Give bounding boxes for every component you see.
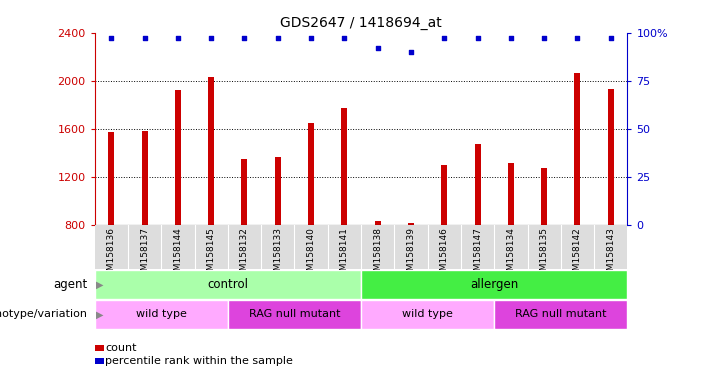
Point — [106, 35, 117, 41]
Text: control: control — [207, 278, 248, 291]
Bar — [408, 223, 414, 225]
Bar — [475, 144, 481, 225]
Bar — [508, 164, 514, 225]
Point — [538, 35, 550, 41]
Point — [472, 35, 483, 41]
Text: GSM158137: GSM158137 — [140, 227, 149, 282]
Text: ▶: ▶ — [96, 279, 104, 290]
Bar — [208, 77, 215, 225]
Bar — [142, 131, 148, 225]
Bar — [374, 221, 381, 225]
Point — [272, 35, 283, 41]
Bar — [608, 89, 614, 225]
Text: GSM158136: GSM158136 — [107, 227, 116, 282]
Point — [572, 35, 583, 41]
Bar — [108, 132, 114, 225]
Point — [205, 35, 217, 41]
Title: GDS2647 / 1418694_at: GDS2647 / 1418694_at — [280, 16, 442, 30]
Text: count: count — [105, 343, 137, 353]
Bar — [95, 225, 627, 269]
Text: wild type: wild type — [136, 309, 186, 319]
Text: RAG null mutant: RAG null mutant — [249, 309, 340, 319]
Bar — [275, 157, 281, 225]
Text: GSM158132: GSM158132 — [240, 227, 249, 282]
Text: allergen: allergen — [470, 278, 518, 291]
Text: GSM158133: GSM158133 — [273, 227, 283, 282]
Text: RAG null mutant: RAG null mutant — [515, 309, 606, 319]
Text: GSM158145: GSM158145 — [207, 227, 216, 282]
Point — [172, 35, 184, 41]
Text: GSM158147: GSM158147 — [473, 227, 482, 282]
Point — [372, 45, 383, 51]
Bar — [241, 159, 247, 225]
Text: GSM158143: GSM158143 — [606, 227, 615, 282]
Text: GSM158135: GSM158135 — [540, 227, 549, 282]
Bar — [175, 90, 181, 225]
Point — [405, 49, 416, 55]
Point — [139, 35, 150, 41]
Text: agent: agent — [53, 278, 88, 291]
Text: genotype/variation: genotype/variation — [0, 309, 88, 319]
Bar — [341, 108, 348, 225]
Bar — [494, 300, 627, 329]
Text: GSM158138: GSM158138 — [373, 227, 382, 282]
Point — [605, 35, 616, 41]
Text: GSM158141: GSM158141 — [340, 227, 349, 282]
Bar — [228, 300, 361, 329]
Text: ▶: ▶ — [96, 309, 104, 319]
Bar — [541, 168, 547, 225]
Bar — [361, 300, 494, 329]
Text: GSM158140: GSM158140 — [306, 227, 315, 282]
Text: GSM158142: GSM158142 — [573, 227, 582, 281]
Text: GSM158139: GSM158139 — [407, 227, 416, 282]
Text: GSM158134: GSM158134 — [506, 227, 515, 282]
Bar — [95, 270, 361, 299]
Text: percentile rank within the sample: percentile rank within the sample — [105, 356, 293, 366]
Bar — [308, 122, 314, 225]
Point — [505, 35, 517, 41]
Text: wild type: wild type — [402, 309, 453, 319]
Bar — [574, 73, 580, 225]
Bar — [361, 270, 627, 299]
Point — [306, 35, 317, 41]
Text: GSM158144: GSM158144 — [173, 227, 182, 281]
Point — [439, 35, 450, 41]
Bar — [95, 300, 228, 329]
Text: GSM158146: GSM158146 — [440, 227, 449, 282]
Point — [339, 35, 350, 41]
Bar — [441, 165, 447, 225]
Point — [239, 35, 250, 41]
